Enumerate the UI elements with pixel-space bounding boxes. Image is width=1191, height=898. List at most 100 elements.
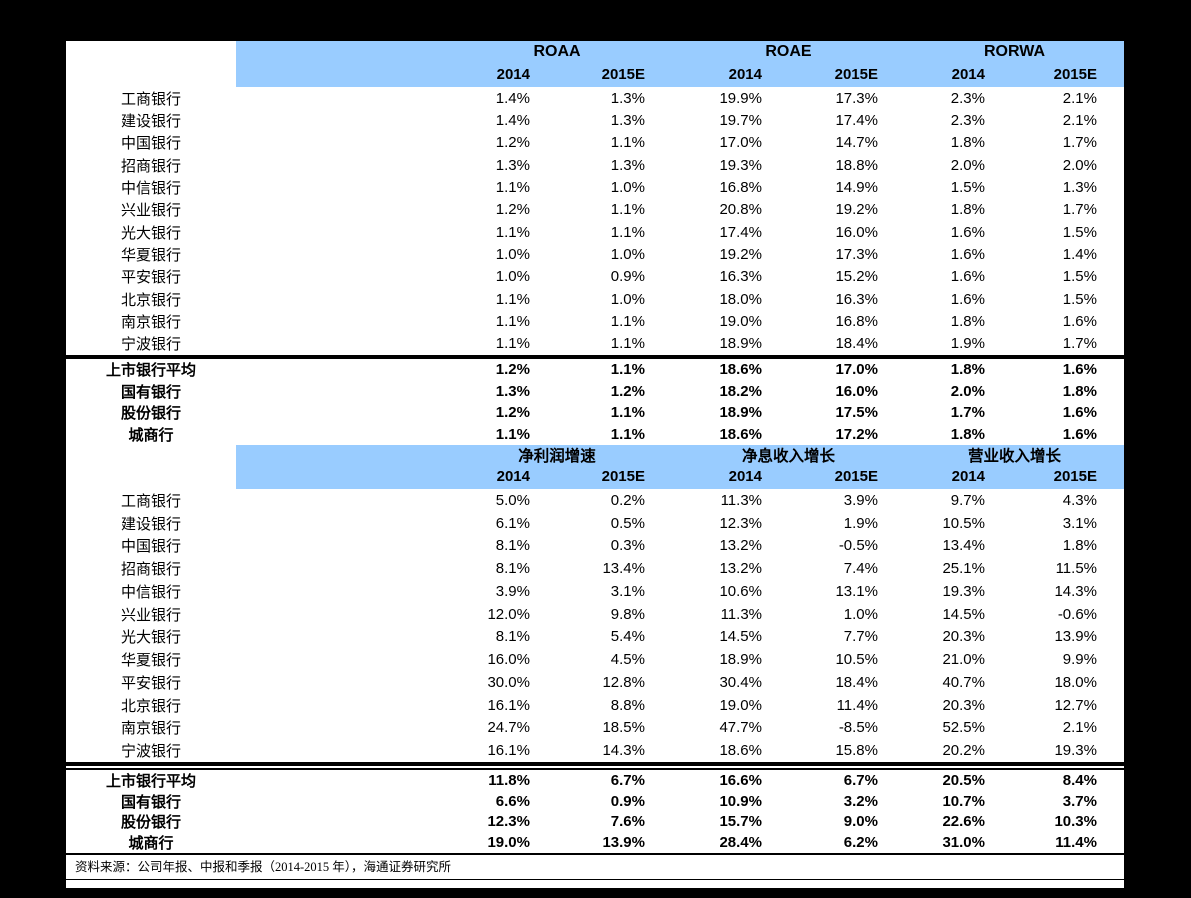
value-cell: 1.8% [1062, 537, 1097, 555]
value-cell: 1.6% [1062, 361, 1097, 379]
value-cell: 13.1% [835, 582, 878, 600]
value-cell: 11.4% [1055, 834, 1097, 852]
value-cell: 25.1% [942, 560, 985, 578]
value-cell: 16.0% [835, 223, 878, 241]
section2-divider-line [66, 761, 1124, 770]
value-cell: 0.5% [610, 514, 645, 532]
source-note: 资料来源：公司年报、中报和季报（2014-2015 年），海通证券研究所 [66, 855, 1124, 880]
value-cell: 18.9% [719, 404, 762, 422]
value-cell: 2.1% [1062, 719, 1097, 737]
year-header: 2014 [905, 63, 1012, 87]
table-row: 平安银行 30.0% 12.8% 30.4% 18.4% 40.7% 18.0% [66, 671, 1124, 694]
bank-name: 宁波银行 [120, 744, 181, 761]
value-cell: 1.0% [610, 290, 645, 308]
section2-year-header-row: 2014 2015E 2014 2015E 2014 2015E [66, 464, 1124, 489]
report-table-panel: ROAA ROAE RORWA 2014 2015E 2014 2015E 20… [66, 41, 1124, 888]
value-cell: 1.1% [610, 335, 645, 353]
value-cell: 1.1% [610, 223, 645, 241]
value-cell: 0.3% [610, 537, 645, 555]
value-cell: 12.8% [602, 673, 645, 691]
value-cell: 10.6% [719, 582, 762, 600]
value-cell: 11.5% [1055, 560, 1097, 578]
value-cell: 15.8% [835, 742, 878, 760]
value-cell: 16.3% [835, 290, 878, 308]
value-cell: 11.3% [720, 491, 762, 509]
value-cell: 19.0% [719, 312, 762, 330]
table-row: 中信银行 1.1% 1.0% 16.8% 14.9% 1.5% 1.3% [66, 176, 1124, 198]
value-cell: 1.9% [843, 514, 878, 532]
value-cell: 10.3% [1054, 813, 1097, 831]
value-cell: 18.6% [719, 425, 762, 443]
table-row: 宁波银行 16.1% 14.3% 18.6% 15.8% 20.2% 19.3% [66, 739, 1124, 762]
value-cell: 1.2% [495, 134, 530, 152]
table-row: 光大银行 1.1% 1.1% 17.4% 16.0% 1.6% 1.5% [66, 221, 1124, 243]
value-cell: 9.0% [843, 813, 878, 831]
value-cell: 8.1% [495, 537, 530, 555]
value-cell: 1.6% [1062, 425, 1097, 443]
value-cell: 1.8% [1062, 382, 1097, 400]
value-cell: 19.0% [719, 696, 762, 714]
value-cell: 13.9% [602, 834, 645, 852]
summary-row: 城商行 1.1% 1.1% 18.6% 17.2% 1.8% 1.6% [66, 423, 1124, 445]
value-cell: 3.1% [1062, 514, 1097, 532]
bank-name: 建设银行 [120, 516, 181, 533]
value-cell: 9.9% [1062, 651, 1097, 669]
value-cell: 19.2% [719, 245, 762, 263]
value-cell: 18.4% [835, 673, 878, 691]
value-cell: 52.5% [942, 719, 985, 737]
summary-label: 上市银行平均 [105, 773, 196, 790]
value-cell: 18.8% [835, 156, 878, 174]
bank-name: 宁波银行 [120, 337, 181, 354]
value-cell: 28.4% [719, 834, 762, 852]
bank-name: 工商银行 [120, 91, 181, 108]
value-cell: 24.7% [487, 719, 530, 737]
value-cell: 1.1% [610, 404, 645, 422]
value-cell: 1.0% [495, 268, 530, 286]
value-cell: 17.3% [835, 245, 878, 263]
value-cell: 16.8% [835, 312, 878, 330]
value-cell: 14.3% [1054, 582, 1097, 600]
value-cell: 1.4% [495, 111, 530, 129]
year-header: 2014 [236, 63, 557, 87]
value-cell: 4.5% [610, 651, 645, 669]
bank-name: 工商银行 [120, 493, 181, 510]
summary-row: 股份银行 1.2% 1.1% 18.9% 17.5% 1.7% 1.6% [66, 402, 1124, 424]
value-cell: 16.1% [487, 742, 530, 760]
summary-row: 国有银行 6.6% 0.9% 10.9% 3.2% 10.7% 3.7% [66, 791, 1124, 812]
value-cell: 3.9% [843, 491, 878, 509]
value-cell: 20.3% [942, 628, 985, 646]
value-cell: 1.6% [1062, 404, 1097, 422]
year-header: 2015E [1012, 63, 1124, 87]
group-header-operating-revenue-growth: 营业收入增长 [905, 444, 1124, 465]
value-cell: 7.7% [843, 628, 878, 646]
value-cell: 13.2% [719, 560, 762, 578]
value-cell: 17.4% [719, 223, 762, 241]
group-header-net-profit-growth: 净利润增速 [236, 444, 672, 465]
value-cell: 1.3% [495, 156, 530, 174]
bank-name: 北京银行 [120, 292, 181, 309]
table-row: 建设银行 6.1% 0.5% 12.3% 1.9% 10.5% 3.1% [66, 512, 1124, 535]
value-cell: 20.3% [942, 696, 985, 714]
value-cell: 13.4% [602, 560, 645, 578]
value-cell: 12.7% [1054, 696, 1097, 714]
group-header-roae: ROAE [672, 41, 905, 63]
value-cell: 14.9% [835, 178, 878, 196]
table-row: 北京银行 16.1% 8.8% 19.0% 11.4% 20.3% 12.7% [66, 694, 1124, 717]
value-cell: 31.0% [942, 834, 985, 852]
value-cell: 1.5% [1062, 290, 1097, 308]
value-cell: 8.1% [495, 560, 530, 578]
value-cell: 17.4% [835, 111, 878, 129]
value-cell: 3.2% [843, 792, 878, 810]
value-cell: 18.9% [719, 335, 762, 353]
year-header: 2015E [789, 63, 905, 87]
value-cell: 1.3% [610, 111, 645, 129]
value-cell: 30.4% [719, 673, 762, 691]
value-cell: 1.8% [950, 201, 985, 219]
value-cell: 19.7% [719, 111, 762, 129]
value-cell: 19.3% [942, 582, 985, 600]
value-cell: 8.4% [1062, 771, 1097, 789]
value-cell: 0.2% [610, 491, 645, 509]
value-cell: 1.8% [950, 312, 985, 330]
section1-summary-rows: 上市银行平均 1.2% 1.1% 18.6% 17.0% 1.8% 1.6% 国… [66, 359, 1124, 445]
summary-row: 国有银行 1.3% 1.2% 18.2% 16.0% 2.0% 1.8% [66, 380, 1124, 402]
